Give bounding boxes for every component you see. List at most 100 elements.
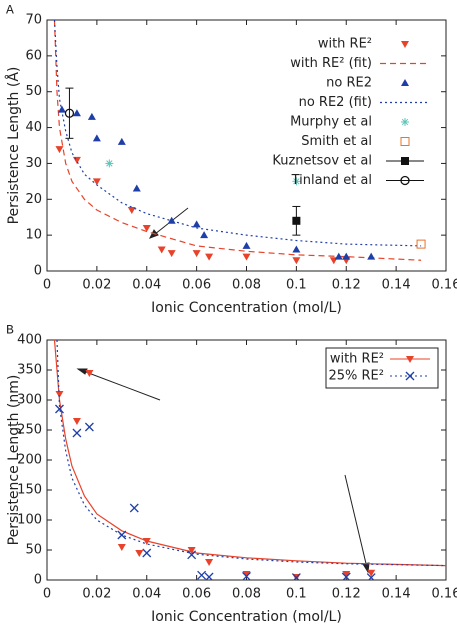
marker-shape [167, 250, 176, 258]
marker [242, 241, 251, 249]
marker [367, 252, 376, 260]
marker [64, 108, 75, 118]
marker-shape [72, 428, 82, 438]
marker-shape [292, 257, 301, 265]
error-bar [65, 87, 74, 139]
marker-shape [127, 207, 136, 215]
x-tick-label: 0.08 [232, 278, 261, 293]
marker-shape [117, 137, 126, 145]
marker-shape [106, 160, 113, 167]
y-tick-label: 30 [25, 156, 42, 171]
legend-marker [401, 157, 409, 165]
marker-shape [416, 239, 426, 249]
marker [57, 105, 66, 113]
marker-shape [135, 550, 144, 557]
marker [117, 544, 126, 551]
x-tick-label: 0.02 [82, 587, 111, 602]
marker-shape [129, 503, 139, 513]
marker [342, 252, 351, 260]
marker-shape [293, 178, 300, 185]
x-tick-label: 0.1 [286, 587, 307, 602]
legend-label: no RE2 (fit) [299, 95, 372, 110]
legend-label: Tinland et al [291, 173, 372, 188]
fit-line [56, 340, 446, 567]
marker-shape [132, 184, 141, 192]
marker [167, 216, 176, 224]
marker-shape [401, 157, 409, 165]
marker [334, 252, 343, 260]
plot-area [53, 340, 446, 580]
marker-shape [157, 246, 166, 254]
legend-marker [401, 41, 409, 48]
x-tick-label: 0.14 [382, 278, 411, 293]
marker-shape [293, 573, 301, 580]
legend-label: Kuznetsov et al [272, 154, 372, 169]
y-tick-label: 300 [17, 393, 42, 408]
marker-shape [72, 109, 81, 117]
marker-shape [342, 572, 351, 580]
marker [167, 250, 176, 258]
plot-frame [46, 19, 447, 272]
x-tick-label: 0.04 [132, 587, 161, 602]
marker [205, 559, 214, 566]
x-tick-label: 0.08 [232, 587, 261, 602]
plot-area [53, 20, 426, 265]
marker-shape [292, 216, 301, 225]
y-tick-label: 0 [34, 264, 42, 279]
marker [135, 550, 144, 557]
y-tick-label: 350 [17, 363, 42, 378]
marker-shape [205, 572, 214, 580]
marker-shape [92, 178, 101, 186]
marker-shape [401, 118, 409, 126]
x-tick-label: 0 [43, 278, 51, 293]
marker [416, 239, 426, 249]
legend-label: with RE² [330, 352, 384, 367]
fit-line [53, 20, 422, 247]
marker [55, 404, 64, 414]
annotation-arrows [76, 207, 370, 574]
marker-shape [405, 371, 415, 381]
marker-shape [85, 370, 94, 377]
marker [341, 572, 351, 580]
legend-label: Murphy et al [290, 115, 372, 130]
legend-label: 25% RE² [329, 369, 385, 384]
marker [157, 246, 166, 254]
marker [132, 184, 141, 192]
marker [92, 134, 101, 142]
y-tick-label: 200 [17, 453, 42, 468]
y-tick-label: 10 [25, 228, 42, 243]
legend-label: with RE² [318, 37, 372, 52]
marker [84, 422, 94, 432]
marker [200, 231, 209, 239]
legend-marker [405, 371, 415, 381]
marker-shape [64, 108, 75, 118]
plot-frame [46, 339, 447, 581]
marker-shape [117, 530, 127, 540]
marker-shape [167, 216, 176, 224]
marker-shape [242, 571, 251, 578]
marker [55, 146, 64, 154]
x-tick-label: 0 [43, 587, 51, 602]
panel-label: B [6, 322, 14, 337]
marker [192, 220, 201, 228]
legend-marker [401, 118, 409, 126]
marker [87, 112, 96, 120]
marker-shape [117, 544, 126, 551]
marker-shape [367, 252, 376, 260]
x-axis-title: Ionic Concentration (mol/L) [151, 300, 342, 316]
marker-shape [192, 250, 201, 258]
marker-shape [242, 241, 251, 249]
marker-shape [334, 252, 343, 260]
marker-shape [400, 137, 410, 146]
marker [129, 503, 139, 513]
marker [192, 250, 201, 258]
marker-shape [367, 573, 376, 580]
marker [72, 428, 82, 438]
marker [72, 109, 81, 117]
x-tick-label: 0.16 [432, 587, 457, 602]
marker-shape [197, 570, 207, 580]
marker-shape [242, 253, 251, 261]
y-tick-label: 50 [25, 84, 42, 99]
marker [204, 572, 214, 580]
y-tick-label: 150 [17, 483, 42, 498]
